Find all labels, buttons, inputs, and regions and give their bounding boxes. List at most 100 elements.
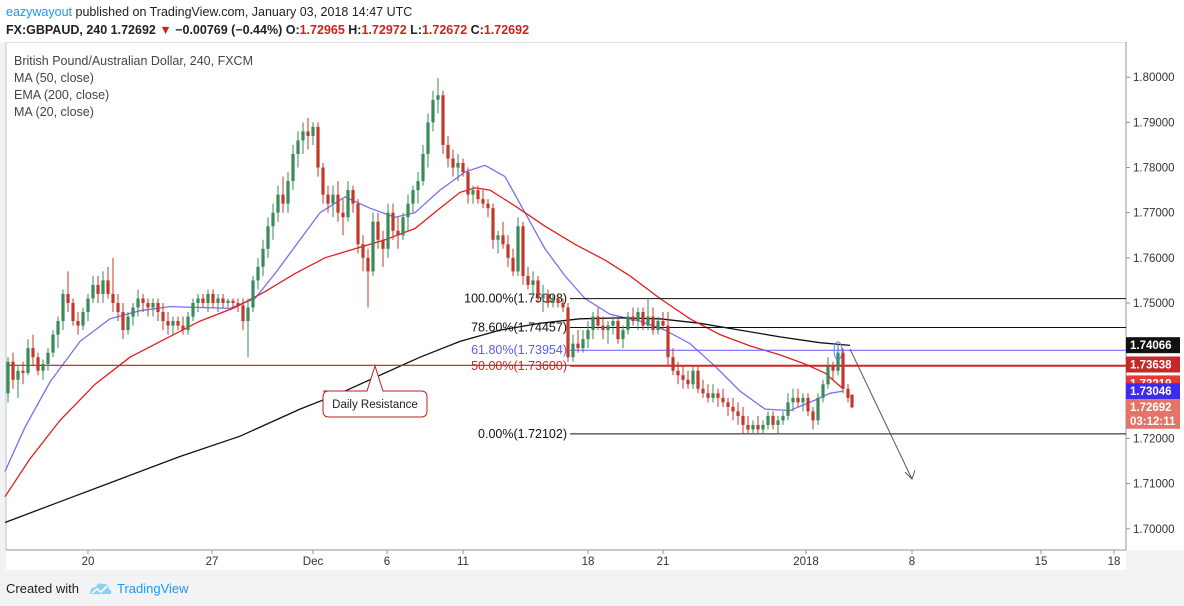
candle[interactable] [426, 113, 430, 168]
candle[interactable] [581, 330, 585, 353]
candle[interactable] [771, 411, 775, 430]
candle[interactable] [541, 284, 545, 313]
candle[interactable] [261, 239, 265, 276]
candle[interactable] [16, 366, 20, 398]
candle[interactable] [271, 203, 275, 240]
ema200-line[interactable] [4, 317, 851, 524]
candle[interactable] [696, 366, 700, 394]
candle[interactable] [506, 235, 510, 267]
candle[interactable] [381, 230, 385, 267]
candle[interactable] [286, 172, 290, 213]
candle[interactable] [326, 185, 330, 213]
candle[interactable] [616, 316, 620, 344]
candle[interactable] [716, 388, 720, 407]
candle[interactable] [391, 203, 395, 240]
candle[interactable] [321, 163, 325, 204]
candle[interactable] [446, 135, 450, 168]
candle[interactable] [601, 316, 605, 340]
candle[interactable] [336, 181, 340, 222]
candle[interactable] [6, 357, 10, 403]
candle[interactable] [196, 293, 200, 313]
candle[interactable] [156, 298, 160, 322]
candle[interactable] [346, 181, 350, 222]
price-axis[interactable] [1126, 42, 1184, 550]
legend-ema200[interactable]: EMA (200, close) [14, 88, 109, 102]
candle[interactable] [71, 298, 75, 326]
candle[interactable] [126, 312, 130, 335]
candle[interactable] [396, 217, 400, 249]
candle[interactable] [106, 266, 110, 299]
candle[interactable] [476, 185, 480, 204]
candle[interactable] [626, 312, 630, 335]
candle[interactable] [201, 293, 205, 308]
candle[interactable] [686, 370, 690, 389]
candle[interactable] [841, 348, 845, 394]
candle[interactable] [331, 185, 335, 218]
candle[interactable] [821, 379, 825, 403]
candle[interactable] [311, 122, 315, 145]
candle[interactable] [371, 212, 375, 276]
candle[interactable] [31, 334, 35, 367]
candle[interactable] [736, 402, 740, 425]
candle[interactable] [231, 298, 235, 308]
tradingview-link[interactable]: TradingView [117, 581, 189, 596]
candle[interactable] [66, 271, 70, 313]
candle[interactable] [146, 298, 150, 317]
candle[interactable] [181, 316, 185, 335]
candle[interactable] [666, 312, 670, 367]
ma20-line[interactable] [4, 164, 844, 472]
legend-ma20[interactable]: MA (20, close) [14, 105, 94, 119]
candle[interactable] [256, 257, 260, 290]
candle[interactable] [661, 312, 665, 331]
candle[interactable] [511, 248, 515, 276]
candle[interactable] [536, 275, 540, 303]
candle[interactable] [26, 339, 30, 376]
candle[interactable] [591, 312, 595, 340]
candle[interactable] [761, 420, 765, 434]
candle[interactable] [121, 302, 125, 340]
candle[interactable] [701, 379, 705, 398]
candle[interactable] [301, 122, 305, 154]
candle[interactable] [641, 307, 645, 331]
candle[interactable] [431, 90, 435, 132]
candle[interactable] [341, 199, 345, 236]
candle[interactable] [176, 316, 180, 331]
candle[interactable] [806, 393, 810, 416]
candle[interactable] [96, 275, 100, 303]
candle[interactable] [186, 312, 190, 335]
candle[interactable] [751, 420, 755, 434]
candle[interactable] [766, 411, 770, 430]
candle[interactable] [206, 289, 210, 313]
candle[interactable] [41, 359, 45, 380]
candle[interactable] [671, 348, 675, 376]
candle[interactable] [236, 298, 240, 313]
legend-ma50[interactable]: MA (50, close) [14, 71, 94, 85]
candle[interactable] [561, 298, 565, 313]
price-chart[interactable]: 100.00%(1.75098) 78.60%(1.74457) 61.80%(1.… [0, 42, 1184, 570]
candle[interactable] [136, 289, 140, 317]
candle[interactable] [101, 271, 105, 303]
candle[interactable] [781, 411, 785, 425]
candle[interactable] [631, 307, 635, 326]
candle[interactable] [811, 406, 815, 430]
candle[interactable] [746, 415, 750, 434]
candle[interactable] [246, 298, 250, 358]
candle[interactable] [211, 289, 215, 308]
candle[interactable] [51, 330, 55, 358]
candle[interactable] [551, 293, 555, 308]
candle[interactable] [466, 167, 470, 204]
candle[interactable] [21, 361, 25, 385]
candle[interactable] [266, 217, 270, 258]
candle[interactable] [76, 312, 80, 335]
candle[interactable] [756, 415, 760, 434]
time-axis[interactable] [6, 550, 1126, 570]
candle[interactable] [646, 298, 650, 331]
candle[interactable] [776, 415, 780, 434]
candle[interactable] [116, 293, 120, 322]
candle[interactable] [471, 185, 475, 204]
candle[interactable] [251, 275, 255, 313]
candle[interactable] [361, 235, 365, 272]
candle[interactable] [356, 199, 360, 254]
candle[interactable] [826, 357, 830, 389]
candle[interactable] [281, 176, 285, 213]
